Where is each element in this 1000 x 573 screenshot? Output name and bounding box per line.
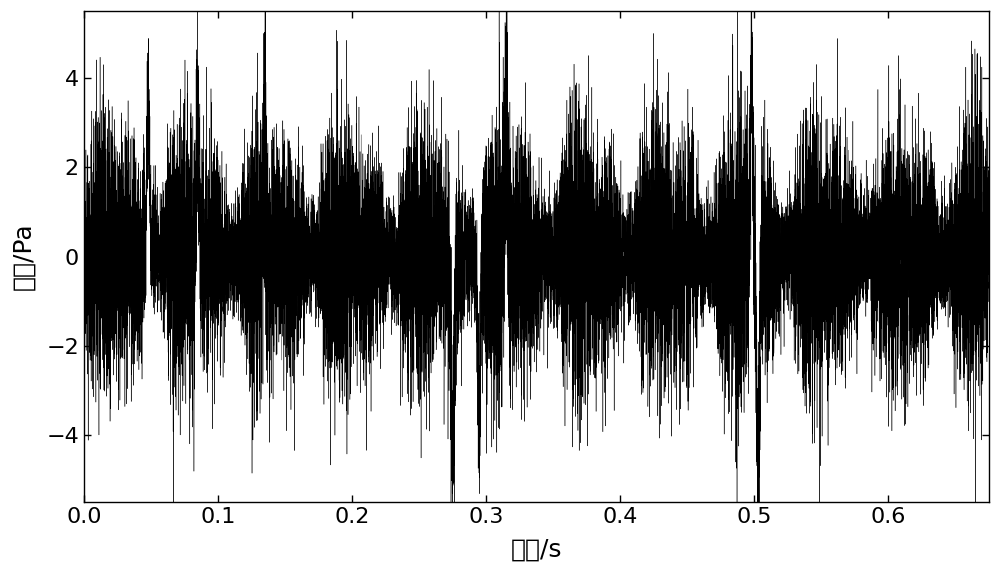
X-axis label: 时间/s: 时间/s [511, 538, 562, 562]
Y-axis label: 幅値/Pa: 幅値/Pa [11, 223, 35, 291]
